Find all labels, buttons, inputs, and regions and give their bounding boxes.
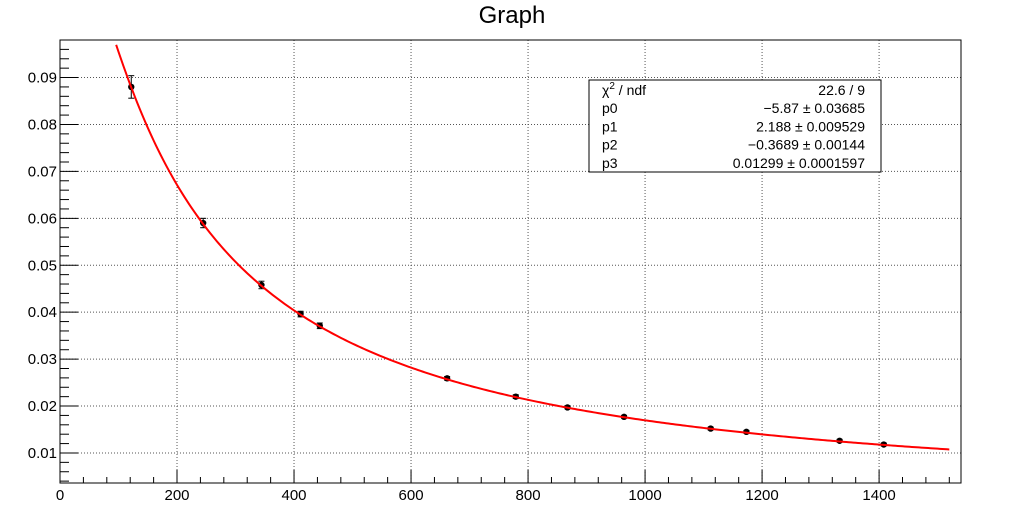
grid-lines [60,40,961,483]
x-axis: 0 200 400 600 800 1000 1200 1400 [56,470,950,504]
x-tick-label: 1200 [745,487,778,504]
plot-frame [59,39,962,484]
stat-label: p1 [602,118,618,134]
x-tick-label: 400 [282,487,307,504]
y-tick-label: 0.03 [28,351,57,368]
stat-value: −0.3689 ± 0.00144 [748,137,865,153]
stat-label: p2 [602,137,618,153]
stat-value: −5.87 ± 0.03685 [764,100,866,116]
stat-label: p0 [602,100,618,116]
y-tick-label: 0.07 [28,163,57,180]
x-tick-label: 1000 [628,487,661,504]
x-tick-label: 200 [164,487,189,504]
y-tick-label: 0.09 [28,70,57,87]
y-tick-label: 0.04 [28,304,57,321]
x-tick-label: 1400 [862,487,895,504]
y-tick-label: 0.02 [28,398,57,415]
chart-title: Graph [478,2,546,29]
y-tick-label: 0.08 [28,116,57,133]
y-tick-label: 0.01 [28,445,57,462]
fit-curve [115,44,950,451]
y-tick-label: 0.05 [28,257,57,274]
stat-label: p3 [602,155,618,171]
x-tick-label: 800 [516,487,541,504]
stats-box-frame [588,79,882,173]
stat-label: χ2 / ndf [602,81,646,98]
y-axis: 0.01 0.02 0.03 0.04 0.05 0.06 0.07 0.08 0.09 [28,39,78,482]
stat-value: 0.01299 ± 0.0001597 [733,155,865,171]
x-tick-label: 600 [399,487,424,504]
stat-value: 22.6 / 9 [818,82,865,98]
y-tick-label: 0.06 [28,210,57,227]
fit-stats-box: χ2 / ndf 22.6 / 9 p0 −5.87 ± 0.03685 p1 2.188… [588,79,882,173]
stat-value: 2.188 ± 0.009529 [756,118,865,134]
x-tick-label: 0 [56,487,64,504]
